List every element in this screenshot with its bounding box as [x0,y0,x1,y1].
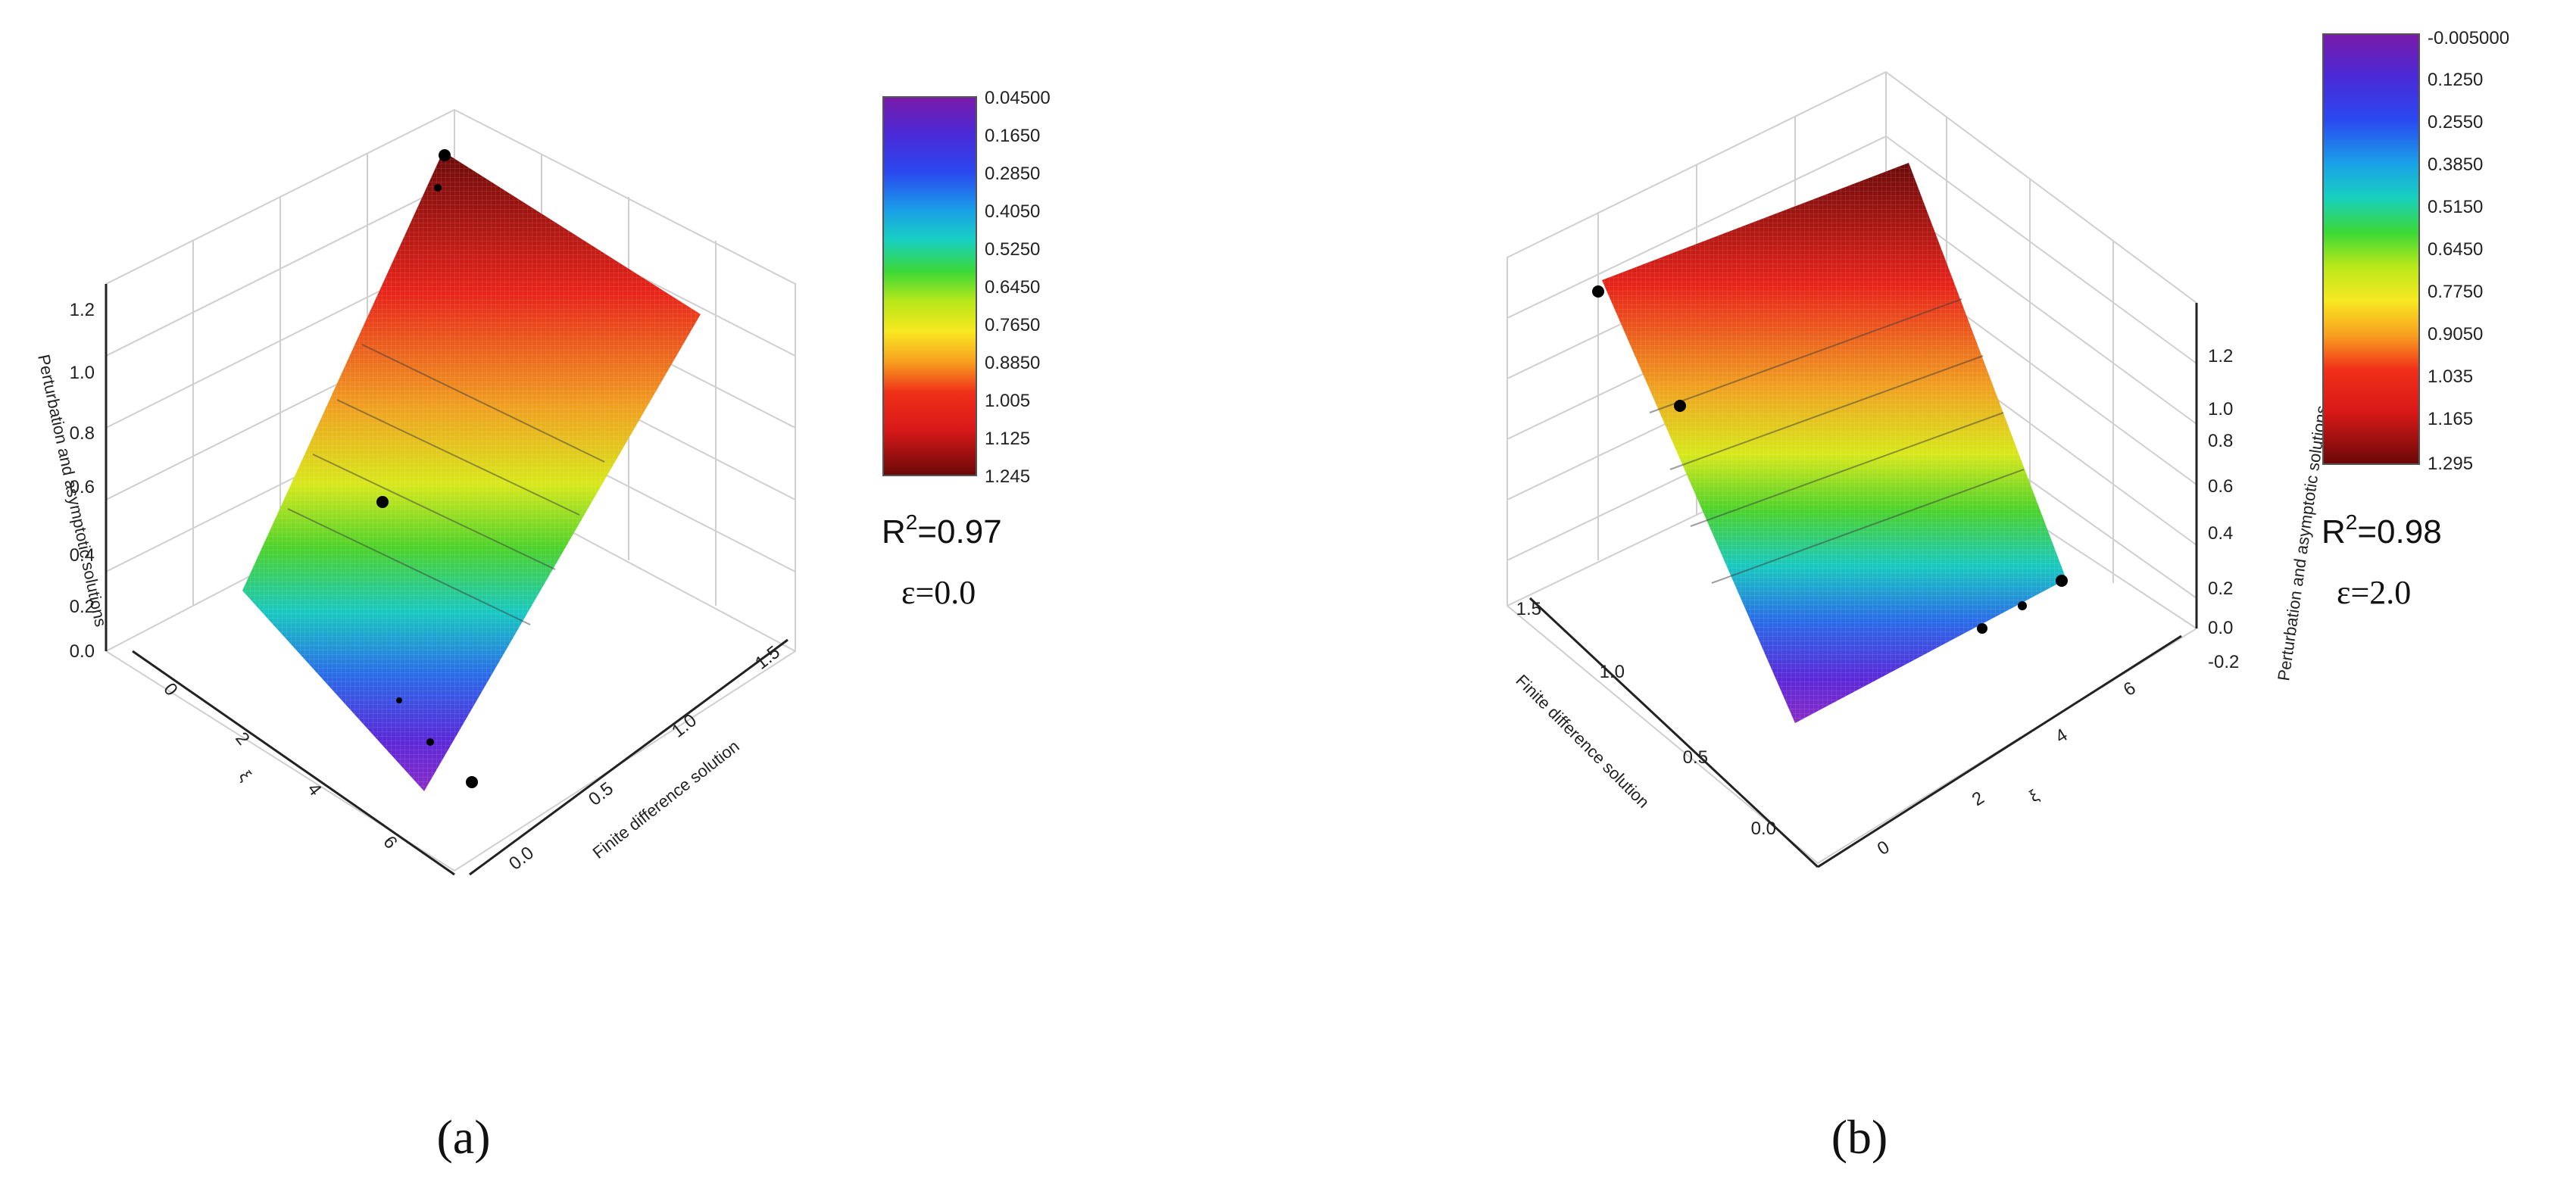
panel-a-point-6 [466,776,478,788]
panel-a-point-4 [396,697,402,703]
panel-a-z-tick-1: 0.2 [70,597,95,617]
panel-a-cb-tick-6: 0.7650 [985,315,1040,335]
panel-b-surface-mesh [1602,163,2066,723]
panel-a-cb-tick-1: 0.1650 [985,126,1040,146]
panel-b-scatter [1592,285,2068,634]
panel-b-z-tick-4: 0.6 [2208,476,2233,497]
panel-a-contour-3 [312,454,556,570]
panel-b-point-1 [1592,285,1604,298]
panel-b-cb-tick-2: 0.2550 [2428,112,2483,133]
panel-b-epsilon: ε=2.0 [2337,574,2411,611]
panel-b-point-2 [1674,400,1686,412]
panel-b-contour-1 [1649,298,1962,413]
panel-a-cb-tick-9: 1.125 [985,429,1030,449]
panel-b-contour-4 [1711,469,2025,584]
panel-a-surface-mesh [242,151,701,791]
panel-b-cb-tick-0: -0.005000 [2428,28,2509,48]
panel-a-point-3 [376,496,389,508]
panel-a-y-axis [469,638,788,876]
panel-a-contour-1 [361,344,605,463]
panel-b-z-tick-2: 0.2 [2208,578,2233,599]
panel-a-point-5 [426,738,434,746]
panel-b-y-tick-3: 0.0 [1751,819,1776,839]
panel-b-point-5 [2056,575,2068,587]
panel-b-y-tick-0: 1.5 [1516,599,1541,619]
panel-a-x-label: ξ [236,767,255,784]
panel-b-z-tick-1: 0.0 [2208,618,2233,638]
panel-b-x-tick-3: 6 [2120,678,2140,700]
panel-a-z-tick-3: 0.6 [70,477,95,497]
panel-b-x-label: ξ [2025,786,2042,806]
panel-b-cb-tick-4: 0.5150 [2428,197,2483,217]
panel-b-y-ticks: 1.5 1.0 0.5 0.0 [1516,599,1776,839]
panel-b-x-tick-2: 4 [2052,725,2072,747]
panel-a-colorbar-ticks: 0.04500 0.1650 0.2850 0.4050 0.5250 0.64… [985,88,1051,487]
panel-a-cb-tick-10: 1.245 [985,466,1030,487]
panel-b-z-tick-6: 1.0 [2208,399,2233,419]
panel-a-scatter [376,149,478,788]
panel-a-contour-2 [336,399,580,516]
panel-b-r2: R2=0.98 [2322,510,2442,550]
panel-b-cb-tick-3: 0.3850 [2428,154,2483,175]
panel-a-z-tick-4: 0.8 [70,423,95,444]
panel-a-z-tick-0: 0.0 [70,641,95,662]
panel-b-z-tick-7: 1.2 [2208,346,2233,366]
panel-b-cb-tick-9: 1.165 [2428,409,2473,429]
panel-a-r2: R2=0.97 [882,510,1002,550]
panel-b-z-ticks: -0.2 0.0 0.2 0.4 0.6 0.8 1.0 1.2 [2208,346,2239,672]
panel-a-z-tick-6: 1.2 [70,300,95,320]
panel-b-point-3 [1977,623,1987,634]
panel-a-y-label: Finite difference solution [589,737,743,862]
panel-b-colorbar [2322,33,2420,465]
panel-b-x-tick-1: 2 [1969,787,1988,810]
panel-a-point-2 [434,184,442,192]
panel-a-z-label: Perturbation and asymptotic solutions [34,353,111,628]
panel-a-z-ticks: 0.0 0.2 0.4 0.6 0.8 1.0 1.2 [70,300,95,662]
panel-b-cb-tick-1: 0.1250 [2428,70,2483,90]
panel-b-cb-tick-8: 1.035 [2428,366,2473,387]
panel-a-colorbar [882,96,977,476]
panel-b-cb-tick-5: 0.6450 [2428,239,2483,260]
panel-a-label: (a) [436,1110,490,1164]
panel-a-cb-tick-2: 0.2850 [985,164,1040,184]
panel-a-x-tick-2: 4 [303,779,326,800]
panel-b-cb-tick-7: 0.9050 [2428,324,2483,345]
panel-a-z-tick-2: 0.4 [70,545,95,566]
panel-b: -0.2 0.0 0.2 0.4 0.6 0.8 1.0 1.2 Perturb… [1507,28,2509,1164]
panel-a-y-ticks: 0.0 0.5 1.0 1.5 [505,642,784,875]
panel-a-cb-tick-4: 0.5250 [985,239,1040,260]
panel-a-x-tick-3: 6 [379,832,401,853]
panel-b-x-ticks: 0 2 4 6 [1874,678,2140,859]
panel-b-z-tick-0: -0.2 [2208,652,2239,672]
panel-b-z-tick-5: 0.8 [2208,431,2233,451]
panel-a: 0.0 0.2 0.4 0.6 0.8 1.0 1.2 Perturbation… [34,88,1051,1164]
panel-a-point-1 [439,149,451,161]
panel-b-colorbar-ticks: -0.005000 0.1250 0.2550 0.3850 0.5150 0.… [2428,28,2509,474]
panel-b-point-4 [2018,601,2027,610]
panel-a-cb-tick-8: 1.005 [985,391,1030,411]
panel-b-label: (b) [1831,1110,1888,1164]
panel-b-y-tick-1: 1.0 [1600,662,1625,682]
panel-a-cb-tick-0: 0.04500 [985,88,1051,108]
panel-a-cb-tick-5: 0.6450 [985,277,1040,298]
panel-a-cb-tick-3: 0.4050 [985,201,1040,222]
panel-b-z-tick-3: 0.4 [2208,523,2233,544]
panel-a-cb-tick-7: 0.8850 [985,353,1040,373]
panel-b-cb-tick-6: 0.7750 [2428,282,2483,302]
panel-b-y-tick-2: 0.5 [1683,747,1708,768]
panel-b-cb-tick-10: 1.295 [2428,454,2473,474]
panel-b-contour-2 [1669,355,1984,470]
panel-b-x-tick-0: 0 [1874,837,1894,859]
panel-a-epsilon: ε=0.0 [901,574,976,611]
panel-b-y-axis [1528,597,1819,868]
panel-a-x-axis [132,650,455,876]
panel-a-z-tick-5: 1.0 [70,363,95,383]
panel-b-contour-3 [1690,412,2004,527]
panel-a-contour-4 [287,508,531,625]
panel-a-y-tick-0: 0.0 [505,843,538,875]
panel-b-x-axis [1817,635,2182,868]
